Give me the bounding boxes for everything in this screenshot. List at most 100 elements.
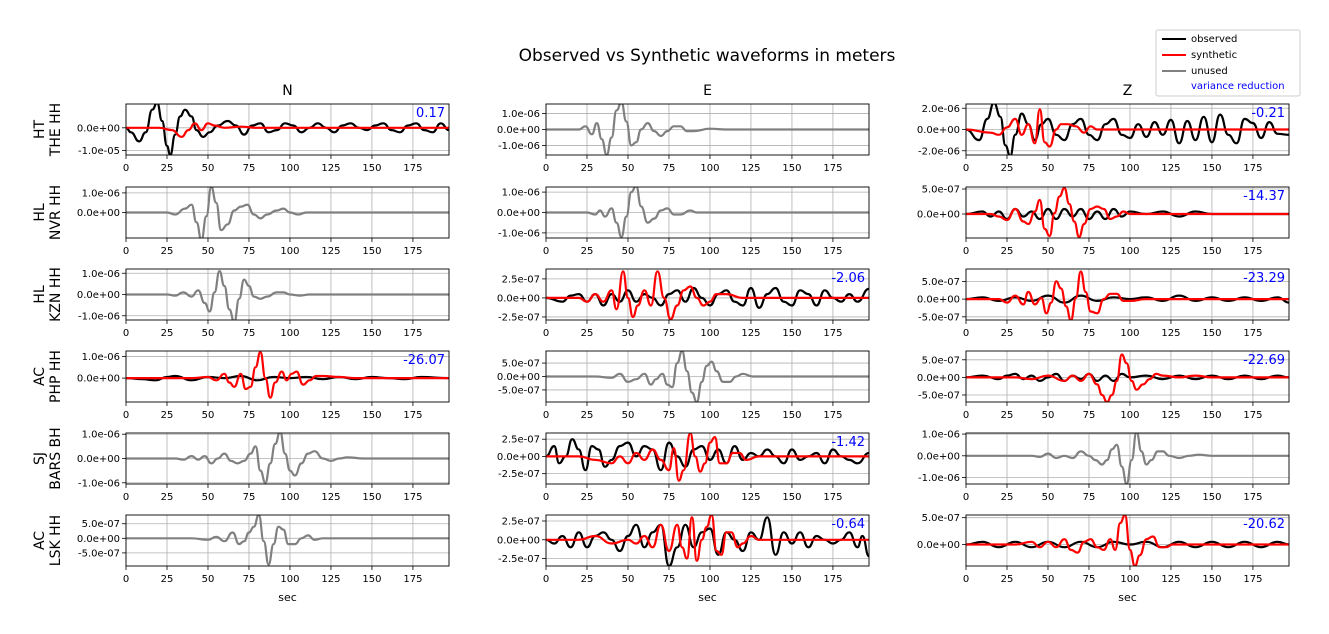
x-tick-label: 175: [823, 246, 842, 257]
x-tick-label: 75: [663, 410, 676, 421]
x-tick-label: 0: [543, 410, 549, 421]
y-tick-label: 0.0e+00: [497, 293, 540, 304]
x-tick-label: 100: [280, 163, 299, 174]
x-tick-label: 100: [280, 492, 299, 503]
x-tick-label: 150: [782, 246, 801, 257]
x-tick-label: 125: [1161, 328, 1180, 339]
x-tick-label: 75: [663, 163, 676, 174]
synthetic-trace: [966, 353, 1289, 402]
observed-trace: [546, 286, 869, 309]
x-tick-label: 100: [1120, 246, 1139, 257]
x-tick-label: 150: [782, 328, 801, 339]
x-tick-label: 0: [963, 328, 969, 339]
panel-series: [126, 351, 449, 399]
x-tick-label: 150: [1202, 574, 1221, 585]
synthetic-trace: [966, 515, 1289, 566]
x-tick-label: 0: [543, 574, 549, 585]
x-tick-label: 150: [362, 163, 381, 174]
x-tick-label: 25: [161, 574, 174, 585]
x-tick-label: 175: [1243, 246, 1262, 257]
x-tick-label: 125: [1161, 163, 1180, 174]
x-tick-label: 150: [1202, 246, 1221, 257]
y-tick-label: 0.0e+00: [917, 540, 960, 551]
panel-r4-c0: 1.0e-06 0.0e+00 -1.0e-060 25 50 75 100 125 150 17…: [77, 430, 450, 503]
row-label-1: HL NVR HH: [32, 185, 64, 240]
panel-frame: [125, 103, 450, 156]
y-tick-label: 5.0e-07: [922, 185, 960, 196]
panel-frame: [965, 432, 1290, 485]
x-tick-label: 100: [700, 246, 719, 257]
x-tick-label: 25: [581, 410, 594, 421]
y-tick-label: 0.0e+00: [497, 372, 540, 383]
row-label-2: HL KZN HH: [32, 267, 64, 322]
x-tick-label: 150: [782, 492, 801, 503]
x-tick-label: 25: [1001, 163, 1014, 174]
x-tick-label: 75: [243, 163, 256, 174]
x-tick-label: 125: [741, 574, 760, 585]
x-tick-label: 50: [622, 410, 635, 421]
x-tick-label: 75: [1083, 574, 1096, 585]
x-tick-label: 100: [1120, 163, 1139, 174]
x-tick-label: 50: [1042, 163, 1055, 174]
y-tick-label: -2.0e-06: [918, 146, 960, 157]
panel-series: [966, 104, 1289, 155]
panel-series: [546, 270, 869, 320]
x-tick-label: 75: [1083, 492, 1096, 503]
x-tick-label: 175: [1243, 410, 1262, 421]
legend-synthetic-label: synthetic: [1191, 50, 1237, 61]
x-tick-label: 175: [1243, 574, 1262, 585]
x-tick-label: 150: [782, 410, 801, 421]
figure-title: Observed vs Synthetic waveforms in meter…: [519, 46, 896, 66]
x-tick-label: 50: [622, 492, 635, 503]
y-tick-label: 0.0e+00: [77, 208, 120, 219]
x-tick-label: 0: [963, 163, 969, 174]
y-tick-label: 5.0e-07: [922, 513, 960, 524]
column-header-n: N: [282, 83, 292, 99]
x-axis-label: sec: [278, 591, 297, 604]
x-tick-label: 175: [823, 492, 842, 503]
y-tick-label: 1.0e-06: [502, 188, 540, 199]
x-tick-label: 100: [700, 574, 719, 585]
y-tick-label: -1.0e-06: [78, 311, 120, 322]
x-tick-label: 25: [581, 246, 594, 257]
x-tick-label: 150: [362, 410, 381, 421]
x-tick-label: 0: [123, 410, 129, 421]
observed-trace: [546, 516, 869, 566]
panel-r5-c1: 2.5e-07 0.0e+00 -2.5e-070 25 50 75 100 125 150 17…: [497, 514, 870, 585]
panel-series: [126, 187, 449, 238]
column-header-z: Z: [1123, 83, 1133, 99]
panel-frame: [125, 514, 450, 567]
synthetic-trace: [126, 351, 449, 399]
panel-series: [126, 433, 449, 484]
panel-r2-c1: 2.5e-07 0.0e+00 -2.5e-070 25 50 75 100 125 150 17…: [497, 268, 870, 339]
x-tick-label: 150: [782, 574, 801, 585]
panel-r4-c1: 2.5e-07 0.0e+00 -2.5e-07 0 25 50 75 100 125 150 17…: [497, 432, 870, 503]
synthetic-trace: [966, 108, 1289, 148]
row-label-station: NVR HH: [48, 185, 64, 240]
x-tick-label: 125: [321, 410, 340, 421]
unused-trace: [126, 270, 449, 320]
x-tick-label: 0: [963, 574, 969, 585]
x-tick-label: 25: [1001, 574, 1014, 585]
panel-series: [966, 433, 1289, 484]
unused-trace: [126, 187, 449, 238]
x-tick-label: 150: [1202, 492, 1221, 503]
panel-r0-c0: 0.0e+00 -1.0e-050 25 50 75 100 125 150 175 0.17: [77, 103, 450, 174]
x-tick-label: 175: [403, 410, 422, 421]
variance-reduction-value: -23.29: [1243, 271, 1285, 286]
x-tick-label: 25: [581, 163, 594, 174]
x-tick-label: 0: [963, 246, 969, 257]
panel-r2-c2: 5.0e-07 0.0e+00 -5.0e-070 25 50 75 100 125 150 17…: [917, 268, 1290, 339]
x-tick-label: 25: [1001, 246, 1014, 257]
x-tick-label: 50: [1042, 492, 1055, 503]
x-tick-label: 25: [1001, 410, 1014, 421]
y-tick-label: 1.0e-06: [82, 352, 120, 363]
panel-frame: [545, 432, 870, 485]
synthetic-trace: [966, 270, 1289, 320]
x-tick-label: 75: [663, 492, 676, 503]
column-header-e: E: [703, 83, 712, 99]
row-label-station: PHP HH: [48, 350, 64, 403]
x-axis-label: sec: [1118, 591, 1137, 604]
panel-frame: [125, 350, 450, 403]
x-tick-label: 175: [823, 328, 842, 339]
